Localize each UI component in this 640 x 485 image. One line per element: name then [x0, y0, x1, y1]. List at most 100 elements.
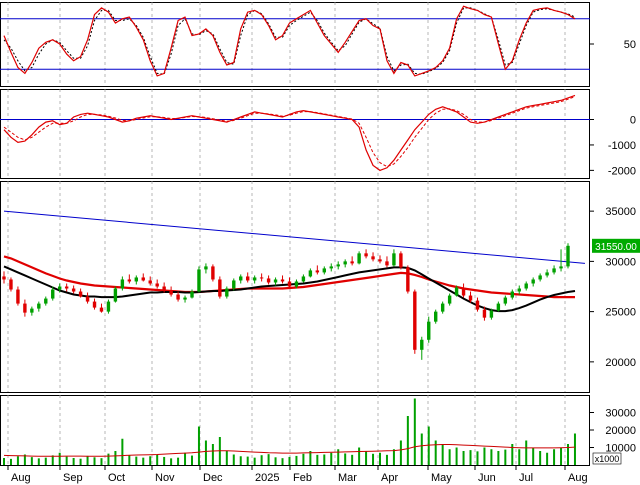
- volume-bar-10: [72, 458, 75, 465]
- volume-bar-25: [177, 457, 180, 465]
- candle-body-33: [232, 280, 236, 289]
- candle-body-73: [510, 291, 514, 298]
- volume-bar-5: [37, 458, 40, 465]
- volume-bar-11: [79, 458, 82, 465]
- candle-body-58: [406, 267, 410, 292]
- candle-body-54: [378, 259, 382, 262]
- volume-bar-4: [30, 457, 33, 465]
- x-tick-label-6: Feb: [293, 472, 312, 484]
- volume-bar-30: [211, 444, 214, 465]
- candle-body-30: [211, 266, 215, 280]
- candle-body-76: [531, 279, 535, 284]
- candle-body-47: [329, 266, 333, 269]
- candle-body-46: [322, 268, 326, 273]
- price-tick-label-3: 20000: [605, 357, 636, 369]
- candle-body-59: [413, 291, 417, 350]
- volume-bar-24: [170, 458, 173, 465]
- x-tick-label-7: Mar: [338, 472, 357, 484]
- volume-bar-16: [114, 451, 117, 465]
- candle-body-61: [427, 321, 431, 340]
- candle-body-78: [545, 272, 549, 276]
- candle-body-25: [176, 294, 180, 300]
- volume-bar-58: [406, 416, 409, 465]
- price-tick-label-1: 30000: [605, 256, 636, 268]
- candle-body-49: [343, 261, 347, 265]
- panel-frame-price: [0, 181, 590, 393]
- volume-bar-72: [504, 449, 507, 465]
- volume-bar-29: [204, 440, 207, 465]
- candle-body-9: [64, 286, 69, 289]
- candle-body-65: [454, 287, 459, 296]
- volume-bar-32: [225, 451, 228, 465]
- volume-bar-59: [413, 398, 416, 465]
- candle-body-70: [489, 310, 494, 318]
- candle-body-12: [85, 296, 90, 302]
- volume-bar-48: [337, 449, 340, 465]
- trend-line: [3, 210, 586, 264]
- candle-body-55: [385, 261, 389, 266]
- candle-body-71: [496, 303, 501, 311]
- panel-frame-stoch: [0, 2, 590, 87]
- volume-bar-65: [455, 447, 458, 465]
- candle-body-57: [399, 253, 403, 268]
- volume-bar-35: [246, 456, 249, 465]
- volume-bar-81: [567, 444, 569, 465]
- candle-body-35: [246, 276, 250, 281]
- candle-body-8: [58, 286, 62, 290]
- candle-body-79: [552, 268, 556, 273]
- volume-bar-54: [379, 452, 381, 465]
- candle-body-40: [280, 279, 285, 282]
- candle-body-26: [183, 297, 187, 300]
- candle-body-0: [2, 276, 6, 280]
- volume-bar-51: [358, 447, 361, 465]
- stoch-k-line: [3, 5, 576, 77]
- candle-body-44: [308, 270, 313, 277]
- candle-body-52: [364, 253, 368, 257]
- volume-bar-61: [427, 426, 430, 465]
- volume-bar-70: [490, 449, 493, 465]
- candle-body-53: [371, 256, 375, 260]
- volume-bar-82: [573, 433, 576, 465]
- last-price-badge: [592, 238, 640, 253]
- volume-bar-26: [184, 452, 187, 465]
- stoch-tick-label-0: 50: [624, 39, 636, 51]
- volume-bar-14: [100, 458, 103, 465]
- volume-tick-label-0: 30000: [605, 408, 636, 420]
- volume-bar-18: [128, 455, 131, 465]
- macd-line: [3, 94, 576, 172]
- candle-body-4: [30, 308, 34, 313]
- candle-body-6: [44, 298, 48, 304]
- volume-bar-37: [260, 455, 263, 465]
- volume-bar-44: [309, 451, 312, 465]
- x-tick-label-5: 2025: [255, 472, 279, 484]
- volume-bar-9: [65, 456, 68, 465]
- candle-body-15: [106, 301, 111, 312]
- panel-frame-vol: [0, 395, 590, 466]
- volume-bar-34: [239, 456, 242, 465]
- panel-frame-macd: [0, 89, 590, 179]
- volume-bar-45: [316, 454, 319, 465]
- x-tick-label-4: Dec: [203, 472, 223, 484]
- volume-bar-22: [156, 454, 159, 465]
- candle-body-27: [190, 291, 194, 298]
- candle-body-50: [350, 261, 354, 264]
- volume-bar-66: [462, 451, 465, 465]
- volume-bar-12: [86, 455, 89, 465]
- candle-body-56: [392, 253, 396, 266]
- volume-bar-69: [483, 447, 486, 465]
- candle-body-81: [566, 245, 570, 267]
- candle-body-3: [23, 303, 27, 313]
- volume-bar-71: [497, 451, 500, 465]
- macd-tick-label-1: -1000: [608, 140, 636, 152]
- candle-body-39: [273, 279, 278, 283]
- candle-body-5: [37, 303, 41, 309]
- volume-bar-13: [93, 457, 96, 465]
- candle-body-1: [9, 279, 13, 290]
- candle-body-74: [517, 288, 521, 292]
- volume-bar-67: [469, 450, 472, 465]
- volume-bar-79: [553, 449, 556, 465]
- volume-bar-23: [163, 456, 166, 465]
- candle-body-43: [301, 276, 306, 282]
- volume-bar-60: [420, 433, 423, 465]
- volume-bar-62: [434, 440, 437, 465]
